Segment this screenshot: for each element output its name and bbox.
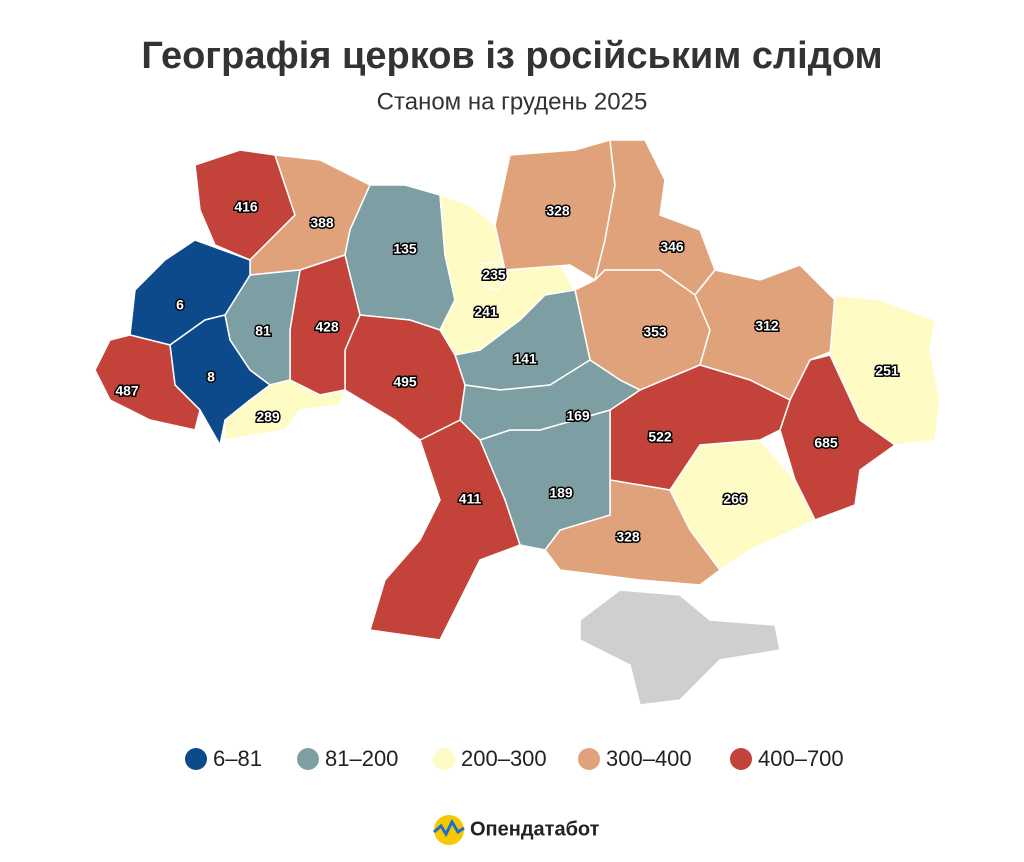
brand: Опендатабот: [470, 818, 600, 840]
region-value-label: 135: [393, 241, 417, 257]
region-value-label: 241: [474, 304, 498, 320]
region-value-label: 495: [393, 374, 417, 390]
region-value-label: 411: [459, 491, 482, 507]
region-value-label: 353: [643, 324, 667, 340]
region-value-label: 312: [755, 318, 779, 334]
region-value-label: 81: [255, 323, 271, 339]
region: [694, 264, 836, 402]
title: Географія церков із російським слідом: [141, 35, 882, 77]
region-value-label: 6: [176, 297, 184, 313]
legend-label: 300–400: [606, 746, 692, 771]
region-value-label: 487: [115, 383, 139, 399]
region-value-label: 522: [648, 429, 672, 445]
legend-swatch: [433, 748, 455, 770]
region-value-label: 189: [549, 485, 573, 501]
region-value-label: 416: [234, 199, 258, 215]
region-value-label: 328: [546, 203, 570, 219]
legend-swatch: [185, 748, 207, 770]
regions: [94, 139, 941, 706]
crimea: [579, 589, 781, 706]
region: [344, 184, 456, 331]
region-value-label: 8: [207, 369, 215, 385]
legend-label: 6–81: [213, 746, 262, 771]
region: [369, 419, 521, 641]
region-value-label: 289: [256, 409, 280, 425]
logo: [433, 815, 465, 845]
legend-label: 200–300: [461, 746, 547, 771]
legend-label: 400–700: [758, 746, 844, 771]
region-value-label: 141: [513, 351, 537, 367]
region-value-label: 346: [660, 239, 684, 255]
legend-swatch: [578, 748, 600, 770]
region-value-label: 328: [616, 529, 640, 545]
region-value-label: 251: [875, 363, 899, 379]
region-value-label: 685: [814, 435, 838, 451]
region-value-label: 388: [310, 215, 334, 231]
region: [94, 334, 201, 431]
region-value-label: 428: [315, 319, 339, 335]
region-value-label: 235: [482, 267, 506, 283]
legend-swatch: [297, 748, 319, 770]
subtitle: Станом на грудень 2025: [377, 88, 648, 115]
legend-label: 81–200: [325, 746, 398, 771]
region-value-label: 169: [566, 408, 590, 424]
legend-swatch: [730, 748, 752, 770]
region: [481, 261, 509, 291]
region-value-label: 266: [723, 491, 747, 507]
